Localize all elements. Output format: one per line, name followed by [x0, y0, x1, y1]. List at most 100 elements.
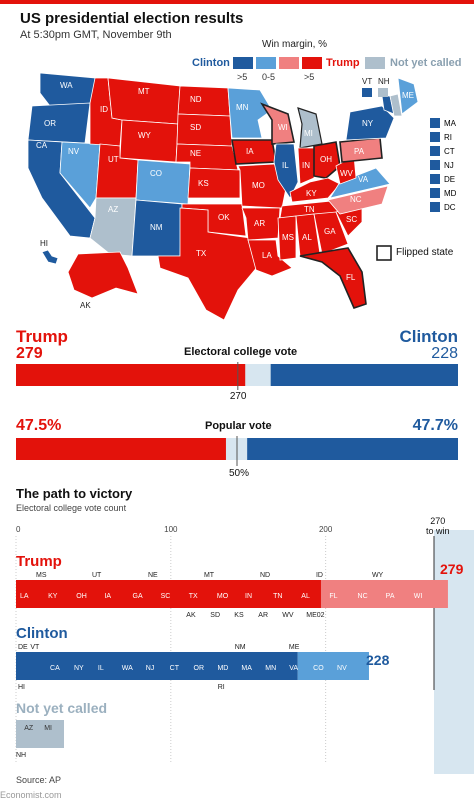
- map-label-il: IL: [282, 161, 289, 170]
- path-clinton-top-vt: VT: [30, 644, 40, 651]
- path-tick-label: 100: [164, 525, 178, 534]
- map-label-tn: TN: [304, 205, 315, 214]
- map-label-id: ID: [100, 105, 108, 114]
- map-label-ny: NY: [362, 119, 374, 128]
- map-label-ia: IA: [246, 147, 254, 156]
- map-label-az: AZ: [108, 205, 118, 214]
- path-nc-state-mi: MI: [44, 725, 52, 732]
- us-map: WA OR CA NV ID MT WY UT AZ CO NM ND SD N…: [27, 72, 457, 320]
- map-label-al: AL: [302, 233, 312, 242]
- brand-mark: Economist.com: [0, 790, 62, 800]
- state-ny: [345, 105, 395, 141]
- state-nh: [389, 93, 403, 117]
- state-mi: [297, 107, 323, 149]
- map-label-mi: MI: [304, 129, 313, 138]
- map-small-box-ri: [430, 132, 440, 142]
- map-label-ky: KY: [306, 189, 317, 198]
- page-title: US presidential election results: [20, 10, 244, 27]
- map-label-ar: AR: [254, 219, 265, 228]
- state-va: [329, 167, 391, 199]
- map-small-box-ct: [430, 146, 440, 156]
- path-trump-state-ky: KY: [48, 593, 58, 600]
- path-clinton-name: Clinton: [16, 625, 68, 642]
- state-nc: [327, 185, 389, 215]
- path-clinton-total: 228: [366, 652, 390, 668]
- state-tx: [157, 207, 259, 320]
- map-label-mt: MT: [138, 87, 150, 96]
- path-clinton-state-co: CO: [313, 665, 324, 672]
- path-trump-bottom-ar: AR: [258, 612, 268, 619]
- path-bar-trump-strong: [16, 580, 321, 608]
- path-trump-state-ga: GA: [133, 593, 143, 600]
- legend-title: Win margin, %: [262, 39, 328, 50]
- map-label-sc: SC: [346, 215, 357, 224]
- pv-label: Popular vote: [205, 420, 272, 432]
- map-small-label-nj: NJ: [444, 161, 454, 170]
- state-ga: [313, 211, 349, 255]
- state-ak: [67, 251, 139, 299]
- path-trump-top-ne: NE: [148, 572, 158, 579]
- state-co: [135, 159, 191, 205]
- path-trump-top-ut: UT: [92, 572, 102, 579]
- path-tick-label: 200: [319, 525, 333, 534]
- path-trump-top-wy: WY: [372, 572, 384, 579]
- path-trump-top-ms: MS: [36, 572, 47, 579]
- pv-midpoint-label: 50%: [229, 468, 250, 479]
- path-bar-not-called: [16, 720, 64, 748]
- map-small-box-ma: [430, 118, 440, 128]
- path-trump-state-fl: FL: [329, 593, 337, 600]
- pv-clinton-value: 47.7%: [412, 417, 458, 434]
- map-label-ut: UT: [108, 155, 119, 164]
- map-label-co: CO: [150, 169, 162, 178]
- path-trump-bottom-ak: AK: [186, 612, 196, 619]
- path-title: The path to victory: [16, 486, 133, 501]
- legend-not-called-label: Not yet called: [390, 57, 462, 69]
- ec-clinton-name: Clinton: [399, 327, 458, 346]
- legend-gt5-left: >5: [237, 72, 248, 82]
- map-label-ks: KS: [198, 179, 209, 188]
- path-bar-clinton-strong: [16, 652, 298, 680]
- path-trump-total: 279: [440, 561, 464, 577]
- map-small-nh-label: NH: [378, 77, 390, 86]
- path-to-win-value: 270: [430, 516, 446, 526]
- map-label-or: OR: [44, 119, 56, 128]
- legend-trump-strong-swatch: [302, 57, 322, 69]
- map-small-box-dc: [430, 202, 440, 212]
- map-label-fl: FL: [346, 273, 356, 282]
- path-trump-name: Trump: [16, 553, 62, 570]
- path-clinton-bottom-ri: RI: [218, 684, 225, 691]
- path-trump-top-nd: ND: [260, 572, 270, 579]
- map-small-label-md: MD: [444, 189, 457, 198]
- ec-label: Electoral college vote: [184, 346, 298, 358]
- path-nc-state-az: AZ: [24, 725, 34, 732]
- path-clinton-state-nv: NV: [337, 665, 347, 672]
- map-small-label-dc: DC: [444, 203, 456, 212]
- ec-trump-name: Trump: [16, 327, 68, 346]
- state-ms: [277, 215, 297, 261]
- path-win-zone: [434, 530, 474, 774]
- path-trump-state-sc: SC: [161, 593, 171, 600]
- legend-trump-weak-swatch: [279, 57, 299, 69]
- path-trump-bottom-sd: SD: [210, 612, 220, 619]
- pv-trump-value: 47.5%: [16, 417, 62, 434]
- path-to-win-text: to win: [426, 526, 450, 536]
- path-trump-state-al: AL: [301, 593, 310, 600]
- state-sd: [176, 113, 233, 147]
- path-trump-state-tn: TN: [273, 593, 282, 600]
- path-not-called-name: Not yet called: [16, 700, 108, 716]
- map-label-mn: MN: [236, 103, 249, 112]
- map-label-oh: OH: [320, 155, 332, 164]
- ec-bar-chart: [16, 362, 458, 390]
- pv-bar-trump: [16, 438, 226, 460]
- path-clinton-state-il: IL: [98, 665, 104, 672]
- path-trump-state-tx: TX: [189, 593, 198, 600]
- state-ks: [187, 167, 241, 199]
- map-label-pa: PA: [354, 147, 365, 156]
- source-note: Source: AP: [16, 775, 62, 785]
- path-clinton-state-nj: NJ: [146, 665, 155, 672]
- path-nc-bottom-nh: NH: [16, 752, 26, 759]
- map-small-label-ct: CT: [444, 147, 455, 156]
- map-label-la: LA: [262, 251, 272, 260]
- path-clinton-top-de: DE: [18, 644, 28, 651]
- state-ar: [241, 207, 281, 241]
